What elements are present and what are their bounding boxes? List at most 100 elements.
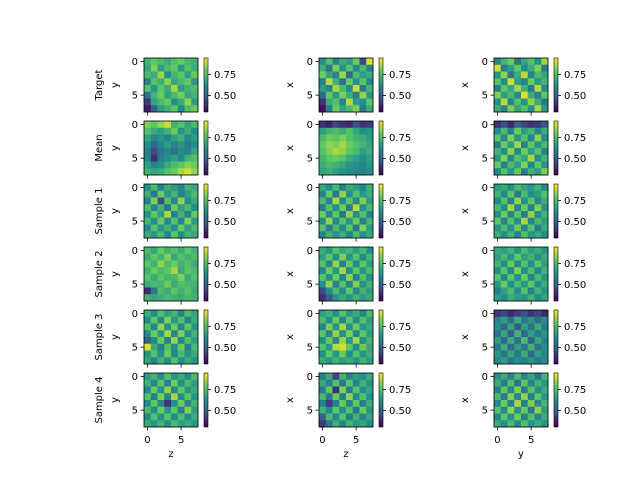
heatmap-cell — [177, 350, 185, 358]
heatmap-cell — [359, 253, 367, 261]
heatmap-cell — [514, 260, 522, 268]
heatmap-cell — [157, 343, 165, 351]
row-label: Sample 4 — [94, 376, 105, 423]
heatmap-cell — [332, 197, 340, 205]
heatmap-cell — [184, 224, 192, 232]
heatmap-cell — [184, 310, 192, 318]
heatmap-cell — [339, 247, 347, 255]
heatmap-cell — [150, 260, 158, 268]
heatmap-cell — [157, 310, 165, 318]
heatmap-cell — [191, 400, 199, 408]
y-tick-label: 0 — [482, 246, 488, 257]
heatmap-cell — [527, 121, 535, 129]
heatmap-cell — [144, 393, 152, 401]
heatmap-cell — [534, 413, 542, 421]
heatmap-cell — [514, 64, 522, 72]
heatmap-cell — [541, 224, 549, 232]
heatmap-cell — [541, 316, 549, 324]
heatmap-cell — [164, 330, 172, 338]
heatmap-cell — [541, 197, 549, 205]
heatmap-cell — [177, 247, 185, 255]
colorbar-tick-label: 0.50 — [564, 217, 586, 228]
heatmap-cell — [332, 400, 340, 408]
heatmap-cell — [171, 386, 179, 394]
x-tick-label: 5 — [528, 435, 534, 446]
heatmap-cell — [346, 58, 354, 66]
heatmap-cell — [164, 184, 172, 192]
heatmap-cell — [507, 357, 515, 365]
heatmap-cell — [164, 78, 172, 86]
heatmap-cell — [157, 85, 165, 93]
heatmap-cell — [325, 105, 333, 113]
heatmap-cell — [332, 161, 340, 169]
heatmap-cell — [150, 310, 158, 318]
heatmap-cell — [191, 64, 199, 72]
heatmap-cell — [191, 420, 199, 428]
heatmap-cell — [352, 190, 360, 198]
heatmap-cell — [359, 190, 367, 198]
heatmap-cell — [494, 98, 502, 106]
heatmap-cell — [352, 337, 360, 345]
heatmap-cell — [319, 134, 327, 142]
heatmap-cell — [157, 64, 165, 72]
colorbar-tick-label: 0.50 — [389, 91, 411, 102]
heatmap-cell — [184, 267, 192, 275]
heatmap-cell — [521, 184, 529, 192]
heatmap-cell — [184, 154, 192, 162]
heatmap-cell — [191, 413, 199, 421]
heatmap-cell — [171, 161, 179, 169]
heatmap-cell — [352, 58, 360, 66]
heatmap-cell — [332, 274, 340, 282]
heatmap-cell — [332, 217, 340, 225]
heatmap-cell — [191, 224, 199, 232]
heatmap-cell — [184, 64, 192, 72]
heatmap-cell — [494, 393, 502, 401]
heatmap-cell — [521, 148, 529, 156]
heatmap-cell — [346, 337, 354, 345]
heatmap-cell — [366, 78, 374, 86]
heatmap-cell — [359, 91, 367, 99]
axes-frame — [493, 372, 549, 428]
y-axis-label: x — [460, 208, 471, 214]
heatmap-cell — [339, 413, 347, 421]
heatmap-cell — [144, 247, 152, 255]
heatmap-cell — [507, 247, 515, 255]
heatmap-cell — [339, 190, 347, 198]
heatmap-cell — [352, 373, 360, 381]
heatmap-cell — [359, 379, 367, 387]
axes-frame — [143, 57, 199, 113]
heatmap-cell — [177, 267, 185, 275]
heatmap-cell — [359, 148, 367, 156]
heatmap-cell — [325, 357, 333, 365]
heatmap-cell — [325, 253, 333, 261]
heatmap-cell — [339, 231, 347, 239]
heatmap-cell — [346, 91, 354, 99]
heatmap-cell — [507, 64, 515, 72]
heatmap-cell — [144, 197, 152, 205]
colorbar — [378, 372, 384, 428]
heatmap-cell — [144, 91, 152, 99]
heatmap-cell — [534, 379, 542, 387]
heatmap-cell — [500, 379, 508, 387]
heatmap-cell — [527, 127, 535, 135]
heatmap-cell — [191, 154, 199, 162]
heatmap-cell — [359, 373, 367, 381]
heatmap-cell — [494, 91, 502, 99]
heatmap-cell — [339, 134, 347, 142]
heatmap-cell — [541, 294, 549, 302]
heatmap-cell — [494, 379, 502, 387]
heatmap-cell — [332, 78, 340, 86]
heatmap-cell — [352, 127, 360, 135]
heatmap-cell — [346, 105, 354, 113]
heatmap-cell — [144, 141, 152, 149]
heatmap-cell — [494, 260, 502, 268]
heatmap-cell — [332, 393, 340, 401]
heatmap-cell — [325, 294, 333, 302]
heatmap-cell — [184, 287, 192, 295]
heatmap-cell — [507, 330, 515, 338]
heatmap-cell — [527, 224, 535, 232]
heatmap-cell — [184, 413, 192, 421]
heatmap-cell — [164, 64, 172, 72]
heatmap-cell — [191, 190, 199, 198]
